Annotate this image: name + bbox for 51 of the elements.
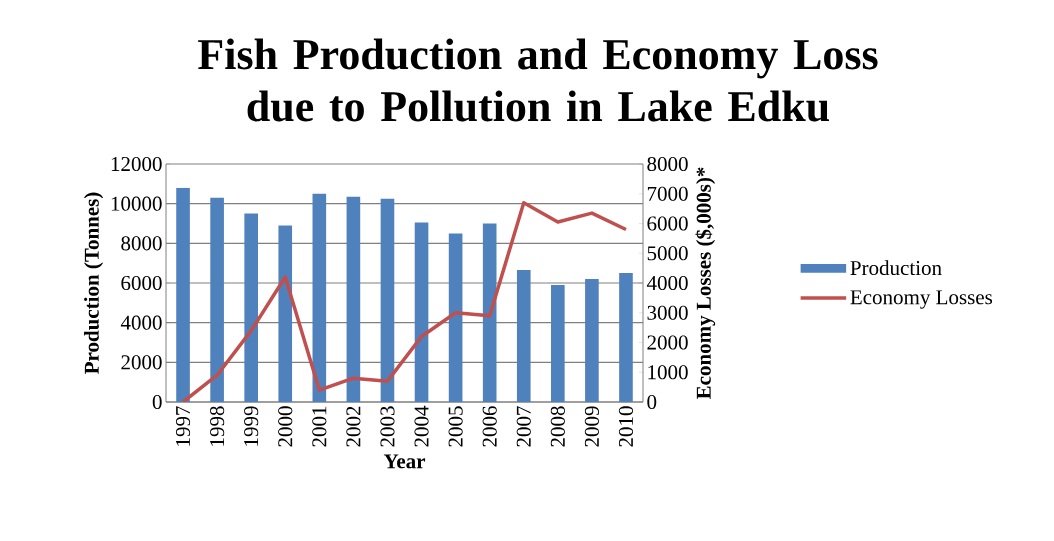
chart-title: Fish Production and Economy Loss due to Pollution in Lake Edku bbox=[198, 38, 878, 122]
y2-axis-title: Economy Losses ($,000s)* bbox=[695, 167, 716, 400]
x-tick-label: 2005 bbox=[448, 406, 463, 447]
x-tick-label: 1999 bbox=[244, 406, 259, 446]
bar bbox=[448, 233, 463, 402]
x-tick-label: 2003 bbox=[380, 406, 395, 447]
y-tick-label: 10000 bbox=[111, 196, 162, 211]
y2-tick-label: 1000 bbox=[648, 365, 688, 380]
y-tick-label: 6000 bbox=[121, 275, 162, 291]
bar bbox=[176, 187, 190, 402]
y2-tick-label: 0 bbox=[647, 394, 657, 410]
x-tick-label: 2002 bbox=[346, 406, 361, 447]
x-tick-label: 2010 bbox=[618, 406, 634, 447]
x-tick-label: 2001 bbox=[312, 406, 327, 447]
y2-tick-label: 6000 bbox=[647, 216, 688, 231]
legend-label: Production bbox=[850, 260, 942, 276]
x-tick-label: 2000 bbox=[278, 406, 293, 447]
x-axis-title: Year bbox=[383, 454, 426, 469]
y-tick-label: 8000 bbox=[121, 236, 162, 251]
bar bbox=[619, 273, 633, 402]
y2-tick-label: 8000 bbox=[647, 156, 688, 172]
bar bbox=[380, 198, 395, 402]
bar bbox=[210, 197, 224, 402]
y-tick-label: 0 bbox=[152, 394, 162, 410]
bar bbox=[278, 225, 293, 402]
y-tick-label: 4000 bbox=[120, 315, 162, 330]
bar bbox=[551, 284, 565, 402]
y-tick-label: 2000 bbox=[121, 355, 162, 370]
x-tick-label: 2009 bbox=[584, 406, 599, 447]
y2-tick-label: 5000 bbox=[647, 246, 688, 261]
y-tick-label: 12000 bbox=[111, 156, 162, 172]
y2-tick-label: 4000 bbox=[646, 275, 688, 291]
x-tick-label: 2006 bbox=[482, 406, 497, 447]
y2-tick-label: 2000 bbox=[647, 335, 688, 350]
bar bbox=[414, 222, 429, 402]
y2-tick-label: 3000 bbox=[647, 305, 688, 320]
bar bbox=[312, 193, 327, 402]
bar bbox=[244, 213, 258, 402]
x-tick-label: 2007 bbox=[516, 406, 531, 447]
x-tick-label: 2008 bbox=[550, 406, 565, 447]
y2-tick-label: 7000 bbox=[647, 186, 688, 201]
bar bbox=[516, 270, 531, 402]
y-axis-title: Production (Tonnes) bbox=[84, 192, 104, 374]
x-tick-label: 1997 bbox=[175, 406, 191, 446]
bar bbox=[346, 196, 361, 402]
x-tick-label: 2004 bbox=[414, 405, 429, 447]
line-series bbox=[181, 200, 628, 402]
bar bbox=[482, 223, 497, 402]
x-tick-label: 1998 bbox=[210, 406, 225, 446]
bar bbox=[585, 279, 599, 402]
legend-label: Economy Losses bbox=[850, 290, 993, 309]
